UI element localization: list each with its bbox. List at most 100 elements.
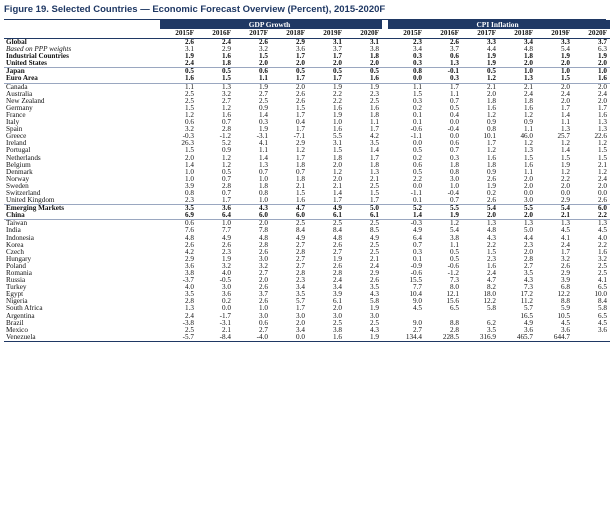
cpi-cell: 2.5 [598,270,608,277]
gdp-cell: 6.9 [160,212,197,221]
gdp-cell: 1.1 [259,147,268,155]
gdp-cell: 1.3 [370,168,380,176]
table-row: Germany 1.5 1.2 0.9 1.5 1.6 1.6 0.2 0.5 1.6 1.6 1.7… [4,105,610,112]
cpi-cell: 2.4 [561,241,571,249]
gdp-cell: 1.9 [333,111,342,119]
cpi-cell: 1.2 [598,140,608,148]
cpi-cell: 1.6 [487,154,497,162]
gdp-cell: 1.7 [296,154,305,162]
cpi-cell: 0.9 [487,119,497,127]
gdp-cell: 2.4 [222,38,231,46]
cpi-cell: 4.8 [524,46,534,54]
cpi-cell: 0.0 [561,189,571,197]
table-row: Japan 0.5 0.5 0.6 0.5 0.5 0.5 0.8 -0.1 0.5 1.0 1.0 1… [4,68,610,76]
gdp-cell: 4.1 [259,140,268,148]
cpi-cell: 2.6 [462,197,500,206]
cpi-cell: 1.1 [561,119,571,127]
row-label: Canada [6,83,28,91]
cpi-cell: 1.5 [413,90,423,98]
row-label: Japan [6,67,25,76]
row-label: Based on PPP weights [6,46,72,54]
cpi-cell: 3.0 [450,175,460,183]
gdp-cell: -0.5 [219,277,231,285]
gdp-cell: 4.0 [185,284,194,292]
gdp-cell: 0.7 [222,119,231,127]
cpi-cell: 2.4 [524,90,534,98]
cpi-cell: 0.1 [413,255,423,263]
table-row: Romania 3.8 4.0 2.7 2.8 2.8 2.9 -0.6 -1.2 2.4 3.5 2… [4,270,610,277]
gdp-cell: 2.5 [259,97,268,105]
gdp-cell: 1.8 [370,111,380,119]
cpi-cell: 7.3 [450,277,460,285]
cpi-cell: 1.5 [598,154,608,162]
cpi-cell: 0.7 [450,147,460,155]
gdp-cell: 1.9 [259,126,268,134]
gdp-cell: -5.7 [160,333,197,342]
cpi-cell: 1.3 [561,126,571,134]
gdp-cell: 1.9 [370,83,380,91]
gdp-cell: 1.8 [296,161,305,169]
gdp-cell: 2.9 [370,270,380,277]
gdp-cell: 2.1 [296,182,305,190]
cpi-cell: 1.8 [524,53,534,61]
cpi-cell: 3.6 [561,326,571,334]
cpi-cell: 9.0 [413,298,423,306]
gdp-cell: 1.9 [259,83,268,91]
cpi-cell: 1.5 [536,75,574,84]
table-row: Poland 3.6 3.2 3.2 2.7 2.6 2.4 -0.9 -0.6 1.6 2.7 2.… [4,263,610,270]
gdp-cell: 3.7 [333,46,342,54]
cpi-cell: 7.7 [413,284,423,292]
figure-title: Figure 19. Selected Countries — Economic… [4,4,386,15]
cpi-cell: 0.5 [413,168,423,176]
gdp-cell: 1.6 [345,75,383,84]
cpi-cell: 0.9 [524,119,534,127]
gdp-cell: 2.0 [271,60,308,69]
cpi-cell: 10.0 [594,291,608,299]
cpi-cell: 2.0 [598,97,608,105]
gdp-cell: 0.5 [296,67,305,76]
cpi-cell: 6.5 [598,312,608,320]
gdp-year-header: 2017F [234,29,271,39]
cpi-cell: 2.3 [524,241,534,249]
cpi-cell: 5.4 [487,204,497,213]
cpi-year-header: 2016F [425,29,463,39]
gdp-group-header: GDP Growth [160,20,383,29]
gdp-cell: 1.7 [296,111,305,119]
cpi-cell: 12.1 [446,291,460,299]
cpi-cell: 1.0 [598,67,608,76]
gdp-cell: 2.7 [333,248,342,256]
gdp-cell: 2.0 [259,219,268,228]
gdp-cell: 2.2 [333,90,342,98]
gdp-cell: 3.1 [333,38,342,46]
table-row: Canada 1.1 1.3 1.9 2.0 1.9 1.9 1.1 1.7 2.1 2.1 2.0 2… [4,83,610,91]
gdp-cell: 2.6 [259,38,268,46]
gdp-cell: 2.1 [370,175,380,183]
gdp-cell: 1.0 [222,219,231,228]
cpi-cell: -0.4 [447,189,460,197]
cpi-cell: 4.8 [487,227,497,235]
row-label: Mexico [6,326,28,334]
gdp-cell: 2.0 [185,154,194,162]
row-label: France [6,111,26,119]
row-label: Indonesia [6,234,34,242]
cpi-cell: 2.0 [499,212,537,221]
cpi-cell: 1.1 [524,126,534,134]
cpi-cell: 2.2 [413,175,423,183]
cpi-cell: 0.0 [598,189,608,197]
gdp-cell: 3.2 [259,46,268,54]
gdp-cell: 6.0 [234,212,271,221]
table-row: Brazil -3.8 -3.1 0.6 2.0 2.5 2.5 9.0 8.8 6.2 4.9 4.… [4,320,610,327]
table-row: Egypt 3.5 3.6 3.7 3.5 3.9 4.3 10.4 12.1 18.0 17.2 1… [4,291,610,298]
gdp-cell: 1.7 [345,197,383,206]
cpi-cell: 1.2 [462,75,500,84]
cpi-cell: 0.7 [413,241,423,249]
gdp-cell: 2.5 [333,319,342,327]
gdp-cell: 2.3 [370,90,380,98]
gdp-cell: 2.7 [296,262,305,270]
cpi-cell: 134.4 [388,333,426,342]
cpi-cell: 4.7 [487,277,497,285]
cpi-cell: 5.8 [598,305,608,313]
cpi-cell: 0.0 [450,133,460,141]
gdp-cell: 3.9 [185,182,194,190]
gdp-cell: 1.8 [370,161,380,169]
